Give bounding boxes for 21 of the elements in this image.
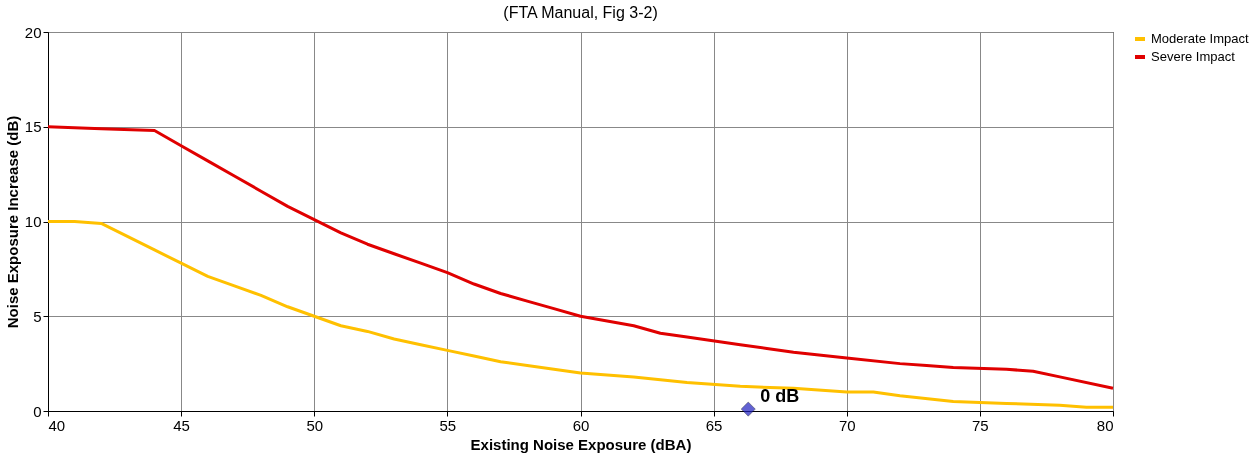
x-tick-label: 65 — [705, 416, 723, 434]
y-tick-label: 5 — [33, 307, 42, 325]
x-axis-title: Existing Noise Exposure (dBA) — [470, 435, 692, 453]
y-tick-label: 15 — [24, 118, 42, 136]
legend-label: Severe Impact — [1151, 49, 1236, 64]
x-tick-label: 70 — [838, 416, 856, 434]
annotation: 0 dB — [760, 386, 800, 407]
x-tick-label: 60 — [572, 416, 590, 434]
y-tick-label: 20 — [24, 23, 42, 41]
legend-label: Moderate Impact — [1151, 31, 1249, 46]
x-tick-label: 45 — [173, 416, 190, 434]
x-tick-label: 75 — [972, 416, 989, 434]
line-series — [46, 125, 1115, 390]
y-tick-label: 0 — [33, 402, 42, 420]
x-tick-label: 80 — [1096, 416, 1114, 434]
x-tick-label: 40 — [48, 416, 66, 434]
y-axis-title: Noise Exposure Increase (dB) — [3, 115, 21, 329]
x-tick-label: 55 — [439, 416, 457, 434]
y-tick-label: 10 — [24, 213, 42, 230]
chart-title: (FTA Manual, Fig 3-2) — [503, 4, 658, 21]
x-tick-label: 50 — [306, 416, 324, 434]
